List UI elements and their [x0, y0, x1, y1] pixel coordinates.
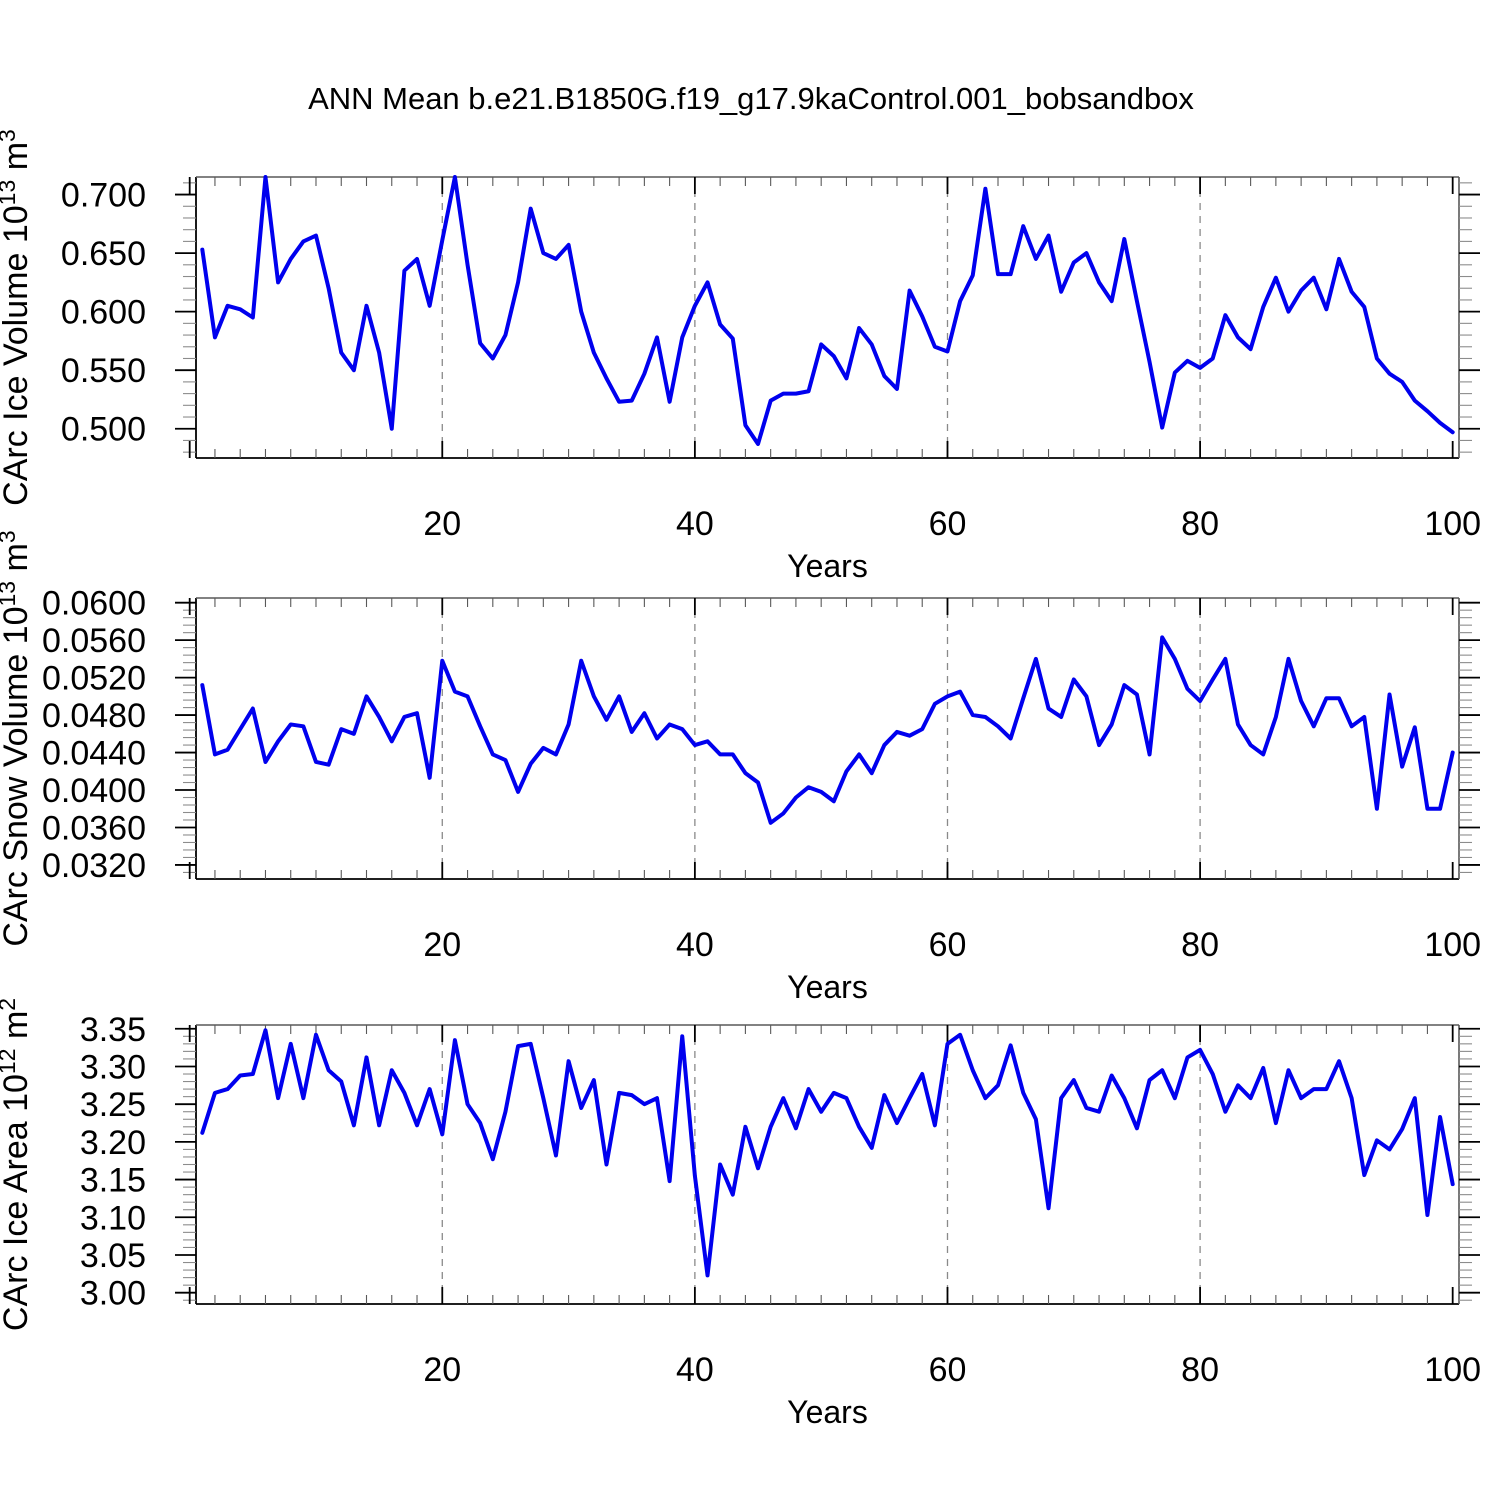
- svg-text:100: 100: [1424, 505, 1481, 543]
- svg-text:40: 40: [676, 505, 714, 543]
- svg-text:0.550: 0.550: [61, 352, 146, 390]
- svg-text:100: 100: [1424, 926, 1481, 964]
- svg-text:20: 20: [423, 926, 461, 964]
- svg-text:0.650: 0.650: [61, 235, 146, 273]
- svg-text:3.20: 3.20: [80, 1124, 146, 1162]
- svg-text:ANN Mean b.e21.B1850G.f19_g17.: ANN Mean b.e21.B1850G.f19_g17.9kaControl…: [308, 81, 1194, 116]
- svg-text:80: 80: [1181, 1351, 1219, 1389]
- svg-text:0.0400: 0.0400: [42, 772, 146, 810]
- svg-text:0.700: 0.700: [61, 177, 146, 215]
- svg-text:0.0440: 0.0440: [42, 735, 146, 773]
- svg-text:0.500: 0.500: [61, 411, 146, 449]
- svg-text:40: 40: [676, 1351, 714, 1389]
- svg-text:3.00: 3.00: [80, 1275, 146, 1313]
- svg-text:80: 80: [1181, 926, 1219, 964]
- svg-text:0.0360: 0.0360: [42, 809, 146, 847]
- svg-text:0.600: 0.600: [61, 294, 146, 332]
- svg-text:0.0520: 0.0520: [42, 660, 146, 698]
- svg-text:0.0480: 0.0480: [42, 697, 146, 735]
- svg-text:20: 20: [423, 1351, 461, 1389]
- svg-text:3.30: 3.30: [80, 1048, 146, 1086]
- svg-text:100: 100: [1424, 1351, 1481, 1389]
- svg-text:3.25: 3.25: [80, 1086, 146, 1124]
- svg-text:0.0600: 0.0600: [42, 585, 146, 623]
- svg-text:Years: Years: [787, 969, 868, 1005]
- svg-text:0.0320: 0.0320: [42, 847, 146, 885]
- svg-text:60: 60: [929, 505, 967, 543]
- svg-text:0.0560: 0.0560: [42, 622, 146, 660]
- svg-text:Years: Years: [787, 1394, 868, 1430]
- svg-text:40: 40: [676, 926, 714, 964]
- svg-text:80: 80: [1181, 505, 1219, 543]
- svg-text:3.35: 3.35: [80, 1011, 146, 1049]
- svg-text:CArc Ice Area 1012 m2: CArc Ice Area 1012 m2: [0, 998, 35, 1331]
- svg-text:Years: Years: [787, 548, 868, 584]
- svg-text:3.10: 3.10: [80, 1199, 146, 1237]
- svg-text:60: 60: [929, 1351, 967, 1389]
- svg-text:60: 60: [929, 926, 967, 964]
- svg-text:20: 20: [423, 505, 461, 543]
- svg-text:3.05: 3.05: [80, 1237, 146, 1275]
- svg-text:3.15: 3.15: [80, 1162, 146, 1200]
